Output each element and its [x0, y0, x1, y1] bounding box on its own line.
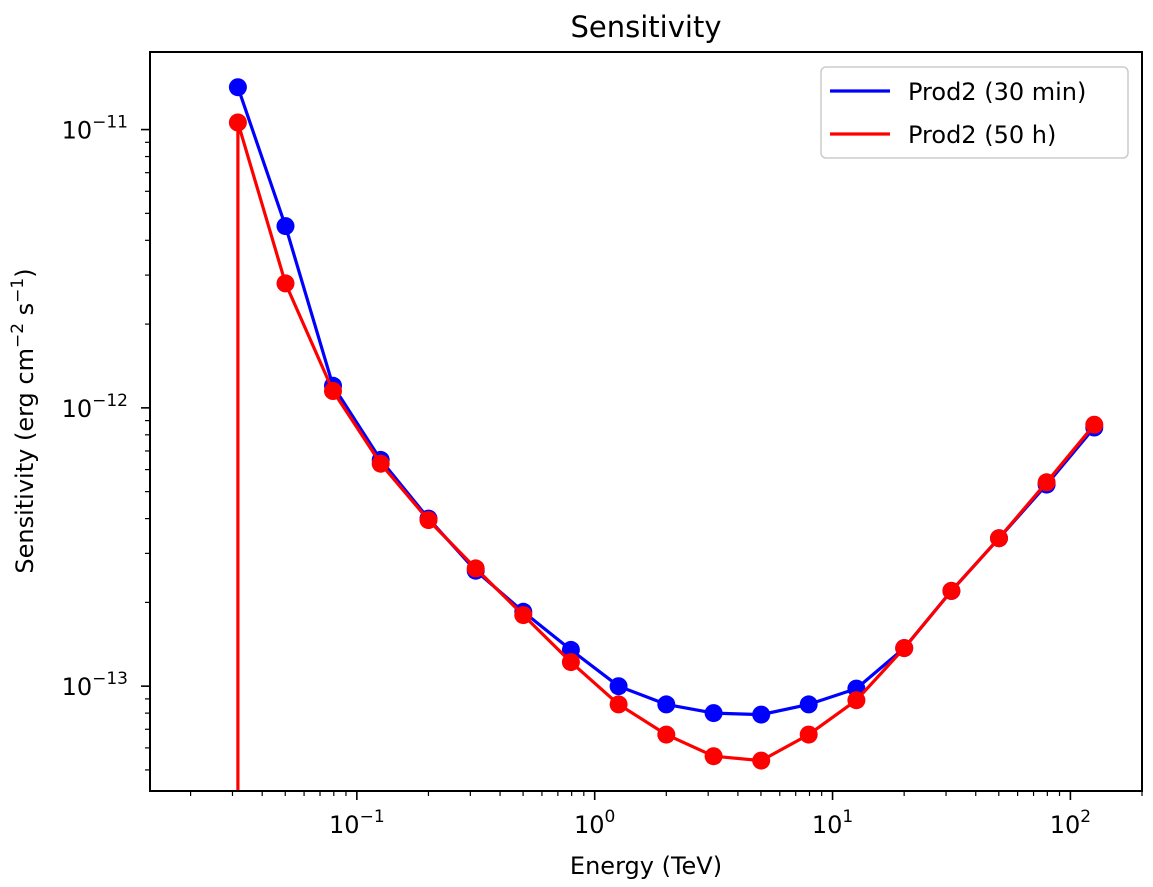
series-2-point-8 [561, 653, 580, 672]
series-2-point-16 [942, 581, 961, 600]
plot-frame [149, 51, 1143, 792]
legend-label-1: Prod2 (30 min) [908, 78, 1086, 106]
series-1-point-10 [657, 695, 676, 714]
series-2-point-10 [657, 725, 676, 744]
series-2-point-2 [276, 274, 295, 293]
series-2-point-4 [371, 454, 390, 473]
series-2-point-9 [609, 695, 628, 714]
series-line-2 [236, 120, 1096, 791]
series-1-point-9 [609, 677, 628, 696]
series-1-point-13 [799, 695, 818, 714]
y-axis: 10−13 10−12 10−11 [62, 113, 150, 771]
y-tick-label-3: 10−11 [62, 113, 128, 145]
x-axis-title: Energy (TeV) [570, 852, 722, 880]
series-2-point-14 [847, 691, 866, 710]
x-axis: 10−1 100 101 102 [190, 791, 1143, 839]
x-tick-label-4: 102 [1050, 807, 1091, 839]
series-1-point-11 [704, 704, 723, 723]
chart-title: Sensitivity [571, 10, 722, 44]
series-2-point-7 [514, 606, 533, 625]
series-2-point-11 [704, 747, 723, 766]
y-axis-title: Sensitivity (erg cm−2 s−1) [8, 268, 39, 573]
series-2-point-18 [1037, 473, 1056, 492]
y-axis-title-mid: s [11, 303, 39, 323]
series-1-point-12 [752, 705, 771, 724]
series-1-point-2 [276, 217, 295, 236]
series-2-point-6 [466, 559, 485, 578]
y-tick-label-1: 10−13 [62, 669, 128, 701]
series-2-point-5 [419, 511, 438, 530]
y-axis-title-exp2: −1 [8, 278, 28, 303]
x-tick-label-1: 10−1 [329, 807, 385, 839]
y-axis-title-exp1: −2 [8, 323, 28, 348]
series-2-point-3 [324, 382, 342, 400]
y-axis-title-main: Sensitivity (erg cm [11, 348, 39, 574]
y-axis-title-end: ) [11, 268, 39, 277]
x-tick-label-3: 101 [812, 807, 853, 839]
x-tick-label-2: 100 [574, 807, 615, 839]
series-layer [228, 78, 1104, 791]
series-2-point-12 [752, 751, 771, 770]
legend-label-2: Prod2 (50 h) [908, 121, 1056, 149]
series-2-point-13 [799, 725, 818, 744]
series-2-point-19 [1085, 415, 1104, 434]
series-2-point-17 [990, 529, 1008, 548]
legend: Prod2 (30 min) Prod2 (50 h) [820, 66, 1129, 159]
legend-box [820, 66, 1129, 159]
plot-area: 10−1 100 101 102 10−13 10−12 10−11 [62, 51, 1143, 839]
series-2-point-15 [895, 639, 914, 658]
y-tick-label-2: 10−12 [62, 391, 128, 423]
series-1-point-1 [228, 78, 247, 97]
series-2-point-1 [228, 113, 247, 132]
